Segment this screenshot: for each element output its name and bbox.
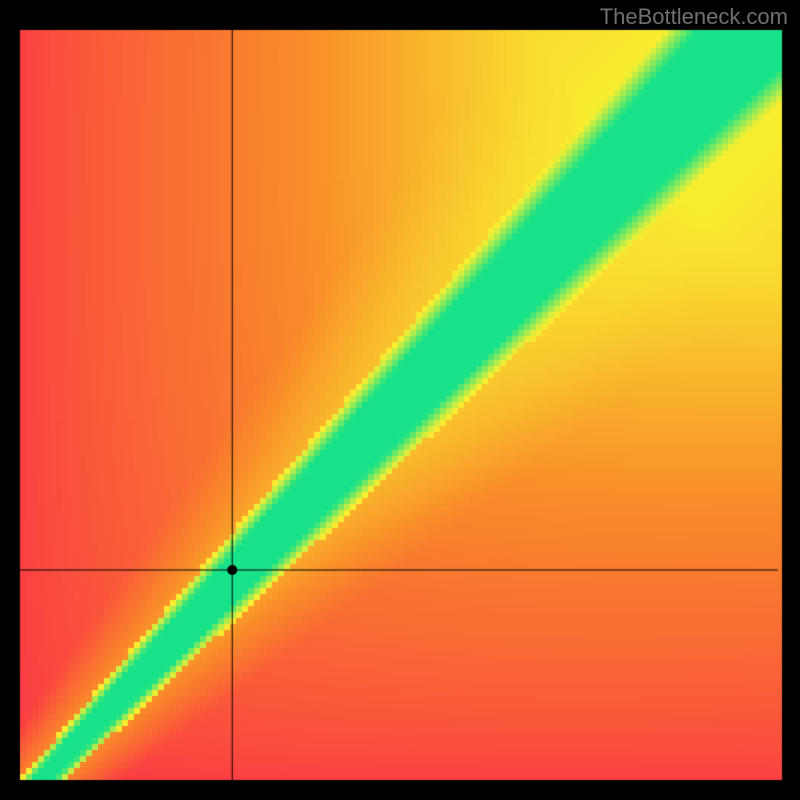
chart-container: TheBottleneck.com [0,0,800,800]
watermark-text: TheBottleneck.com [600,4,788,30]
bottleneck-heatmap [0,0,800,800]
